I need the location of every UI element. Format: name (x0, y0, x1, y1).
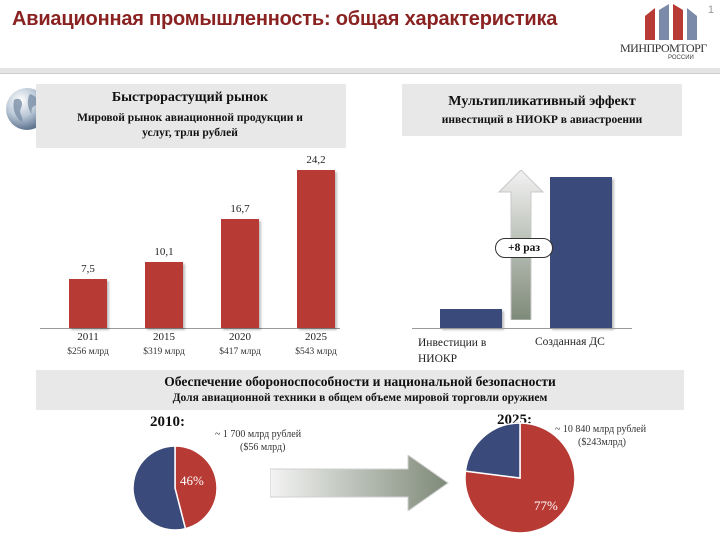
note-2010-line-1: ~ 1 700 млрд рублей (215, 429, 302, 440)
market-bar-value-label: 24,2 (306, 153, 326, 166)
market-category-label: 2011 (77, 331, 99, 343)
logo-name: МИНПРОМТОРГ (620, 41, 707, 55)
pie-2025-slice (464, 422, 576, 534)
pie-2025: 77% (462, 420, 578, 536)
header-divider (0, 68, 720, 74)
note-2010-line-2: ($56 млрд) (240, 442, 286, 453)
multiplier-label: +8 раз (495, 238, 553, 258)
market-category-sublabel: $256 млрд (67, 347, 109, 357)
market-category-label: 2025 (305, 331, 327, 343)
market-category-sublabel: $417 млрд (219, 347, 261, 357)
market-bar-value-label: 16,7 (230, 202, 250, 215)
pie-2025-label: 77% (534, 498, 558, 513)
defense-panel-header (36, 370, 684, 410)
multiplier-panel-header (402, 84, 682, 136)
market-bar (69, 278, 107, 328)
market-bar (221, 218, 259, 328)
market-category-sublabel: $543 млрд (295, 347, 337, 357)
pie-2025-slice (464, 422, 521, 479)
market-panel-title: Быстрорастущий рынок (111, 90, 269, 105)
market-panel-subtitle-1: Мировой рынок авиационной продукции и (77, 112, 303, 124)
bar-label-value-created: Созданная ДС (535, 336, 605, 348)
market-category-label: 2015 (153, 331, 175, 343)
market-bar-value-label: 10,1 (154, 245, 174, 258)
pie-2010: 46% (130, 443, 220, 533)
market-chart-baseline (40, 328, 340, 329)
bar-label-investments: Инвестиции в НИОКР (418, 337, 487, 365)
market-bar (297, 169, 335, 328)
pie-2010-label: 46% (180, 473, 204, 488)
logo-subtitle: РОССИИ (668, 55, 694, 61)
note-2025-line-1: ~ 10 840 млрд рублей (555, 424, 647, 435)
market-panel-subtitle-2: услуг, трлн рублей (142, 127, 238, 139)
note-2025-line-2: ($243млрд) (578, 437, 626, 448)
year-2010: 2010: (150, 414, 185, 430)
defense-panel-title-1: Обеспечение обороноспособности и национа… (164, 374, 556, 389)
pie-2010-slice (132, 445, 187, 531)
page-title: Авиационная промышленность: общая характ… (12, 8, 558, 30)
multiplier-panel-title-1: Мультипликативный эффект (448, 94, 636, 109)
investment-bar (440, 309, 502, 328)
market-bar (145, 261, 183, 328)
ministry-emblem-icon (645, 4, 697, 40)
market-bar-chart: 7,5 2011 $256 млрд 10,1 2015 $319 млрд 16,7 202… (40, 150, 350, 365)
market-bar-value-label: 7,5 (81, 262, 95, 275)
defense-panel-title-2: Доля авиационной техники в общем объеме … (172, 392, 548, 404)
page-number: 1 (707, 4, 714, 16)
multiplier-bar-chart (412, 160, 632, 330)
multiplier-label-text: +8 раз (508, 242, 540, 254)
value-created-bar (550, 177, 612, 328)
pie-2010-slice (174, 445, 218, 530)
multiplier-panel-title-2: инвестиций в НИОКР в авиастроении (441, 114, 643, 126)
multiplier-baseline (412, 328, 632, 329)
market-category-label: 2020 (229, 331, 251, 343)
pie-2025-svg (464, 422, 576, 534)
market-category-sublabel: $319 млрд (143, 347, 185, 357)
market-panel-header (36, 84, 346, 148)
growth-arrow (269, 454, 450, 512)
pie-2010-svg (132, 445, 218, 531)
ministry-logo (641, 4, 701, 40)
